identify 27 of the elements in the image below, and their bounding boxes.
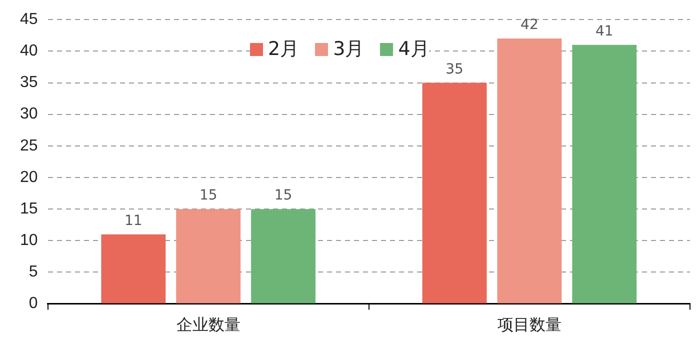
y-tick-label: 10 (20, 232, 38, 250)
bar (422, 82, 487, 304)
legend-label: 4月 (398, 37, 430, 62)
y-tick-label: 40 (20, 42, 38, 60)
bar (251, 209, 316, 304)
data-label: 15 (274, 188, 292, 204)
y-tick-label: 15 (20, 200, 38, 218)
bar (101, 234, 166, 304)
y-tick-label: 25 (20, 137, 38, 154)
data-label: 11 (124, 212, 142, 229)
x-tick-label: 企业数量 (176, 316, 240, 334)
data-label: 42 (520, 17, 538, 34)
y-tick-label: 45 (20, 11, 38, 28)
data-label: 35 (446, 61, 464, 78)
y-tick-label: 5 (28, 264, 38, 281)
y-tick-label: 30 (20, 106, 38, 123)
x-tick-label: 项目数量 (497, 316, 562, 334)
data-label: 15 (199, 188, 218, 204)
legend-label: 2月 (268, 37, 300, 62)
legend-label: 3月 (333, 37, 364, 62)
bar (572, 44, 637, 304)
y-tick-label: 20 (20, 168, 38, 186)
y-tick-label: 0 (28, 295, 38, 312)
y-tick-label: 35 (20, 74, 38, 92)
data-label: 41 (595, 24, 614, 40)
bar (497, 38, 562, 304)
bar (176, 209, 241, 304)
